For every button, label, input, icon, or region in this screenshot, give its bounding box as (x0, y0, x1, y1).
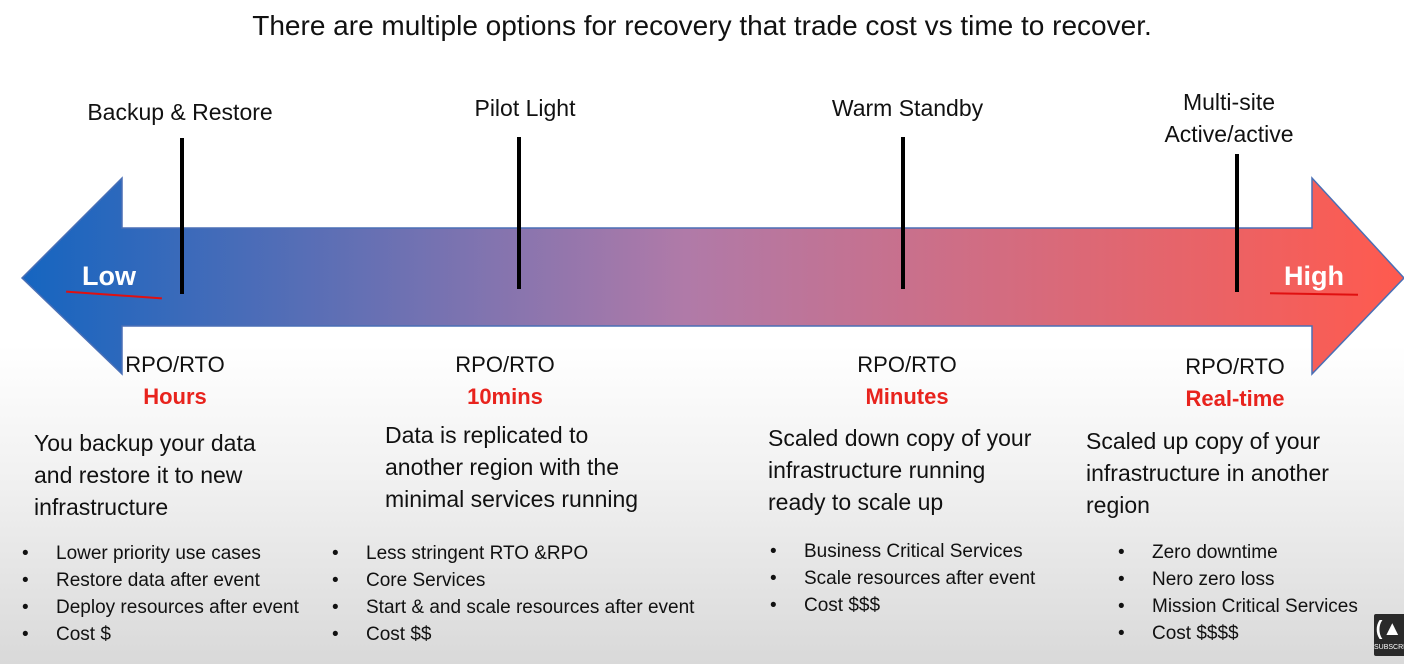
flame-icon: (▲ (1375, 618, 1403, 640)
option-name-multi-site-line1: Multi-site (1182, 89, 1275, 115)
marker-warm-standby (901, 137, 905, 289)
list-item: Core Services (332, 567, 694, 594)
description-pilot-light: Data is replicated to another region wit… (385, 419, 638, 515)
option-name-warm-standby: Warm Standby (831, 95, 984, 121)
description-line: minimal services running (385, 486, 639, 512)
marker-multi-site (1235, 154, 1239, 292)
list-item: Business Critical Services (770, 538, 1035, 565)
list-item: Less stringent RTO &RPO (332, 540, 694, 567)
arrow-high-label: High (1284, 261, 1344, 291)
list-item: Start & and scale resources after event (332, 594, 694, 621)
bullets-warm-standby: Business Critical Services Scale resourc… (770, 538, 1035, 619)
list-item: Nero zero loss (1118, 566, 1358, 593)
rpo-value: 10mins (467, 384, 543, 409)
list-item: Lower priority use cases (22, 540, 299, 567)
rpo-backup-restore: RPO/RTO Hours (110, 349, 240, 413)
list-item: Cost $ (22, 621, 299, 648)
description-line: Scaled down copy of your (768, 425, 1032, 451)
description-line: infrastructure (34, 494, 169, 520)
list-item: Deploy resources after event (22, 594, 299, 621)
description-line: Scaled up copy of your (1086, 428, 1320, 454)
bullets-pilot-light: Less stringent RTO &RPO Core Services St… (332, 540, 694, 648)
rpo-label: RPO/RTO (857, 352, 957, 377)
description-line: infrastructure in another (1086, 460, 1329, 486)
rpo-value: Minutes (865, 384, 949, 409)
list-item: Cost $$$ (770, 592, 1035, 619)
list-item: Cost $$$$ (1118, 620, 1358, 647)
rpo-value: Real-time (1185, 386, 1285, 411)
description-line: infrastructure running (768, 457, 986, 483)
description-line: Data is replicated to (385, 422, 589, 448)
bullets-backup-restore: Lower priority use cases Restore data af… (22, 540, 299, 648)
description-warm-standby: Scaled down copy of your infrastructure … (768, 422, 1031, 518)
description-line: and restore it to new (34, 462, 243, 488)
rpo-label: RPO/RTO (455, 352, 555, 377)
marker-backup-restore (180, 138, 184, 294)
option-name-backup-restore: Backup & Restore (87, 99, 273, 125)
slide-title: There are multiple options for recovery … (252, 10, 1152, 41)
logo-text: SUBSCRI (1374, 644, 1404, 651)
list-item: Zero downtime (1118, 539, 1358, 566)
list-item: Scale resources after event (770, 565, 1035, 592)
description-multi-site: Scaled up copy of your infrastructure in… (1086, 425, 1329, 521)
option-name-multi-site: Multi-site Active/active (1134, 86, 1324, 150)
rpo-multi-site: RPO/RTO Real-time (1160, 351, 1310, 415)
channel-logo[interactable]: (▲ SUBSCRI (1374, 614, 1404, 656)
description-backup-restore: You backup your data and restore it to n… (34, 427, 256, 523)
arrow-shape (20, 176, 1404, 376)
bullets-multi-site: Zero downtime Nero zero loss Mission Cri… (1118, 539, 1358, 647)
rpo-warm-standby: RPO/RTO Minutes (842, 349, 972, 413)
rpo-label: RPO/RTO (125, 352, 225, 377)
rpo-value: Hours (143, 384, 207, 409)
arrow-low-label: Low (82, 261, 136, 291)
description-line: another region with the (385, 454, 619, 480)
list-item: Cost $$ (332, 621, 694, 648)
list-item: Mission Critical Services (1118, 593, 1358, 620)
description-line: region (1086, 492, 1150, 518)
rpo-label: RPO/RTO (1185, 354, 1285, 379)
description-line: You backup your data (34, 430, 256, 456)
option-name-multi-site-line2: Active/active (1164, 121, 1294, 147)
marker-pilot-light (517, 137, 521, 289)
rpo-pilot-light: RPO/RTO 10mins (440, 349, 570, 413)
cost-time-arrow (20, 176, 1404, 376)
description-line: ready to scale up (768, 489, 944, 515)
list-item: Restore data after event (22, 567, 299, 594)
option-name-pilot-light: Pilot Light (474, 95, 576, 121)
